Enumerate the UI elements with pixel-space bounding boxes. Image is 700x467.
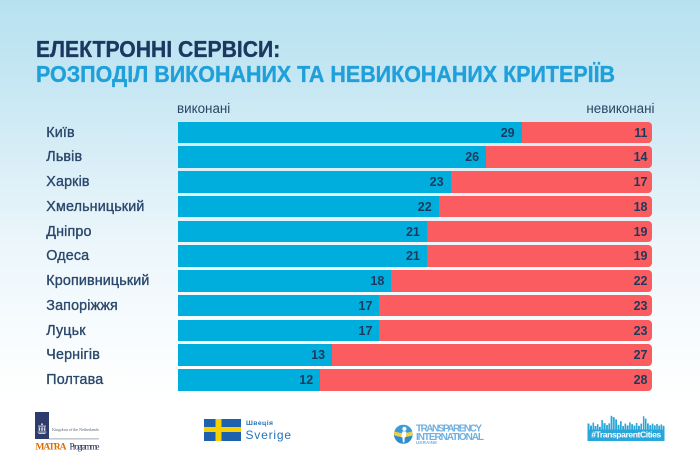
svg-text:Sverige: Sverige [246,428,292,442]
svg-text:Швеція: Швеція [246,419,273,427]
svg-text:Kingdom of the Netherlands: Kingdom of the Netherlands [52,427,99,432]
svg-text:#TransparentCities: #TransparentCities [591,430,661,440]
svg-text:MATRA: MATRA [36,443,67,453]
svg-text:Programme: Programme [70,442,100,452]
svg-text:INTERNATIONAL: INTERNATIONAL [416,432,484,443]
svg-text:TRANSPARENCY: TRANSPARENCY [416,424,482,435]
svg-text:UKRAINE: UKRAINE [416,440,437,445]
